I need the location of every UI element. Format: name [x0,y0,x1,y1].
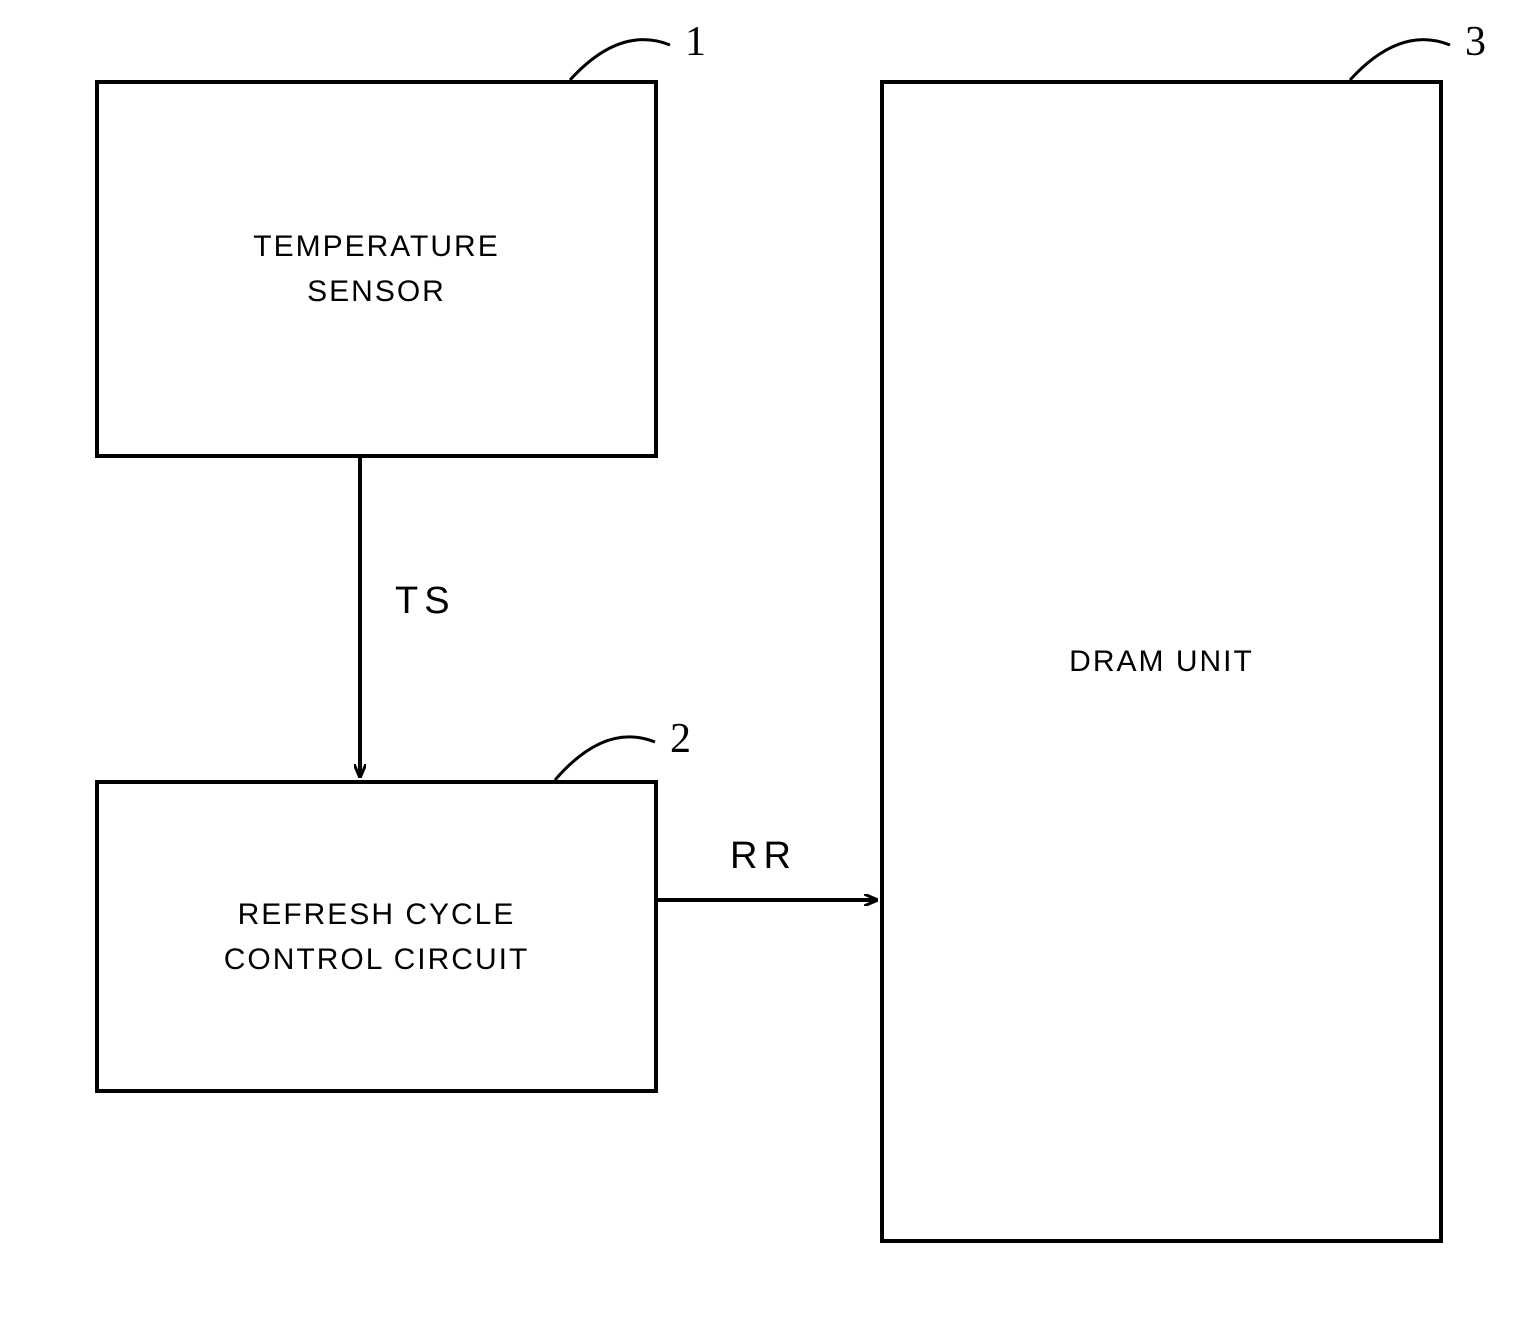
box-label-temperature-sensor: TEMPERATURE SENSOR [253,224,499,314]
box-label-dram-unit: DRAM UNIT [1069,639,1254,684]
box-dram-unit: DRAM UNIT [880,80,1443,1243]
box-refresh-cycle-control: REFRESH CYCLE CONTROL CIRCUIT [95,780,658,1093]
box-label-refresh-cycle-control: REFRESH CYCLE CONTROL CIRCUIT [224,892,530,982]
ref-number-1: 1 [685,18,706,66]
leader-3 [1350,40,1450,80]
signal-label-ts: TS [395,580,456,623]
diagram-canvas: TEMPERATURE SENSOR REFRESH CYCLE CONTROL… [0,0,1531,1343]
signal-label-rr: RR [730,835,797,878]
leader-2 [555,737,655,780]
ref-number-2: 2 [670,715,691,763]
leader-1 [570,40,670,80]
ref-number-3: 3 [1465,18,1486,66]
box-temperature-sensor: TEMPERATURE SENSOR [95,80,658,458]
